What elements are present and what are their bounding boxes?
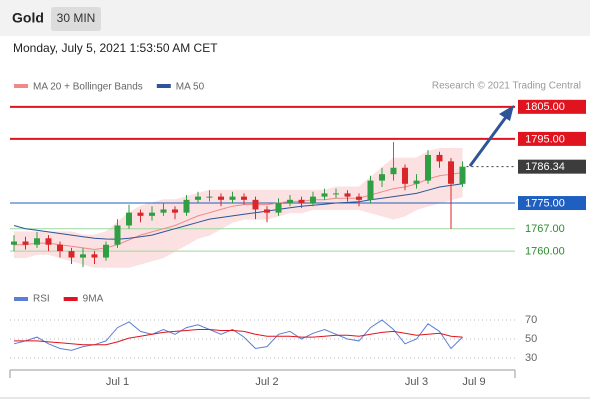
date-subtitle: Monday, July 5, 2021 1:53:50 AM CET (13, 41, 218, 55)
candle-body (333, 193, 339, 195)
candle-body (195, 196, 201, 200)
candle-body (183, 199, 190, 213)
bollinger-lower (14, 196, 463, 268)
candle-body (413, 180, 420, 184)
candle-body (34, 238, 40, 245)
candle-body (436, 154, 443, 162)
y-tick-label: 50 (525, 333, 537, 345)
candle-body (321, 193, 328, 197)
level-label: 1805.00 (525, 101, 565, 113)
candle-body (11, 241, 17, 245)
source: Research © 2021 Trading Central (432, 81, 581, 92)
timeframe-label[interactable]: 30 MIN (57, 11, 96, 25)
candle-body (68, 251, 75, 258)
legend-label: RSI (33, 294, 50, 305)
candle-body (91, 254, 98, 258)
candle-body (241, 196, 247, 200)
level-label: 1775.00 (525, 197, 565, 209)
candle-body (45, 238, 52, 245)
moving-average-line (13, 183, 463, 240)
candle-body (229, 196, 236, 200)
candle-body (252, 199, 259, 210)
candle-body (57, 244, 63, 252)
x-tick-label: Jul 1 (106, 376, 129, 388)
candle-body (80, 254, 86, 258)
level-label: 1795.00 (525, 133, 565, 145)
candle-body (160, 209, 167, 213)
bollinger-upper (14, 148, 463, 236)
candle-body (390, 167, 397, 175)
candle-body (137, 212, 144, 216)
candle-body (287, 199, 293, 204)
candle-body (103, 244, 109, 258)
candle-body (448, 161, 454, 184)
candle-body (149, 212, 155, 216)
legend-swatch (14, 84, 28, 88)
candle-body (459, 166, 466, 184)
x-tick-label: Jul 2 (255, 376, 278, 388)
candle-body (264, 209, 270, 213)
x-tick-label: Jul 9 (462, 376, 485, 388)
legend-label: MA 20 + Bollinger Bands (33, 82, 143, 93)
legend-swatch (63, 297, 78, 301)
candle-body (126, 212, 132, 226)
legend-swatch (14, 297, 28, 301)
candle-body (114, 225, 121, 245)
legend-label: 9MA (83, 294, 104, 305)
candle-body (172, 209, 178, 213)
candle-body (402, 167, 408, 184)
level-label: 1786.34 (525, 161, 565, 173)
level-label-box (518, 99, 586, 114)
y-tick-label: 30 (525, 352, 537, 364)
moving-average-line (14, 172, 463, 251)
y-tick-label: 70 (525, 314, 537, 326)
indicator-line (14, 329, 463, 346)
level-label-box (518, 159, 586, 174)
legend-swatch (156, 84, 171, 88)
level-label-box (518, 131, 586, 146)
bollinger-band-area (14, 148, 463, 268)
candle-body (425, 154, 431, 181)
candle-body (310, 196, 316, 204)
candle-body (275, 203, 282, 213)
x-tick-label: Jul 3 (405, 376, 428, 388)
candle-body (356, 196, 362, 200)
instrument-title: Gold (12, 10, 44, 26)
forecast-arrow (468, 116, 508, 167)
level-label-box (518, 196, 586, 211)
level-label: 1767.00 (525, 223, 565, 235)
candle-body (379, 174, 385, 181)
legend-label: MA 50 (176, 82, 205, 93)
forecast-arrowhead (499, 105, 514, 121)
candle-body (367, 180, 374, 200)
candle-body (218, 196, 224, 200)
candle-body (22, 241, 29, 245)
candle-body (298, 199, 305, 204)
level-label: 1760.00 (525, 246, 565, 258)
candle-body (344, 193, 351, 197)
candle-body (206, 196, 213, 198)
indicator-line (13, 319, 463, 351)
timeframe-badge[interactable] (51, 7, 101, 31)
